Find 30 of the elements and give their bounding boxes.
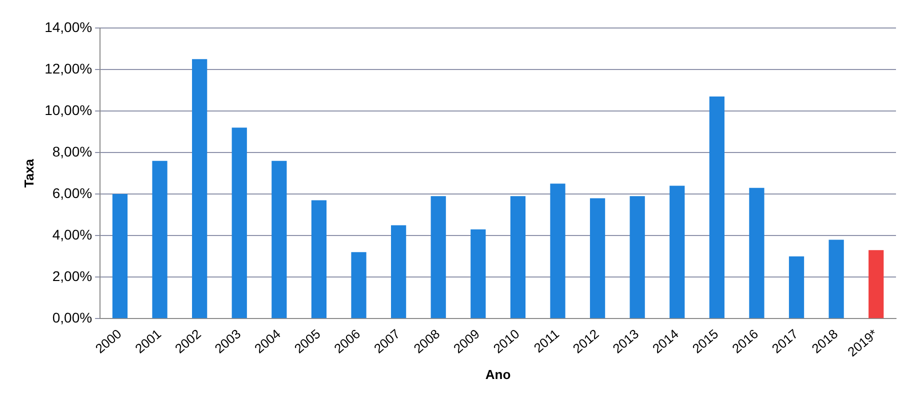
bar [152, 160, 168, 318]
bar [670, 186, 685, 318]
bar [828, 240, 844, 318]
bar [788, 256, 804, 318]
bar [590, 198, 606, 318]
y-tick-label: 8,00% [52, 143, 92, 160]
bar [192, 59, 208, 318]
y-tick-label: 0,00% [52, 309, 92, 326]
y-tick-label: 14,00% [44, 18, 92, 35]
x-axis-title: Ano [485, 366, 511, 382]
bar [709, 96, 724, 318]
y-tick-label: 12,00% [44, 60, 92, 76]
y-tick-label: 10,00% [44, 102, 92, 118]
bar [749, 188, 764, 318]
bar [630, 196, 645, 318]
bar [232, 128, 247, 318]
y-tick-label: 6,00% [52, 184, 92, 201]
bar [112, 194, 128, 318]
bar [390, 225, 406, 318]
bar [351, 252, 366, 318]
bar [272, 160, 287, 318]
bar [510, 196, 526, 318]
bar [470, 229, 486, 318]
bar [550, 184, 566, 318]
bar [311, 200, 327, 318]
y-tick-label: 2,00% [52, 268, 92, 284]
y-axis-title: Taxa [21, 158, 36, 188]
y-tick-label: 4,00% [52, 226, 92, 242]
bar [868, 250, 884, 318]
bar [430, 196, 446, 318]
